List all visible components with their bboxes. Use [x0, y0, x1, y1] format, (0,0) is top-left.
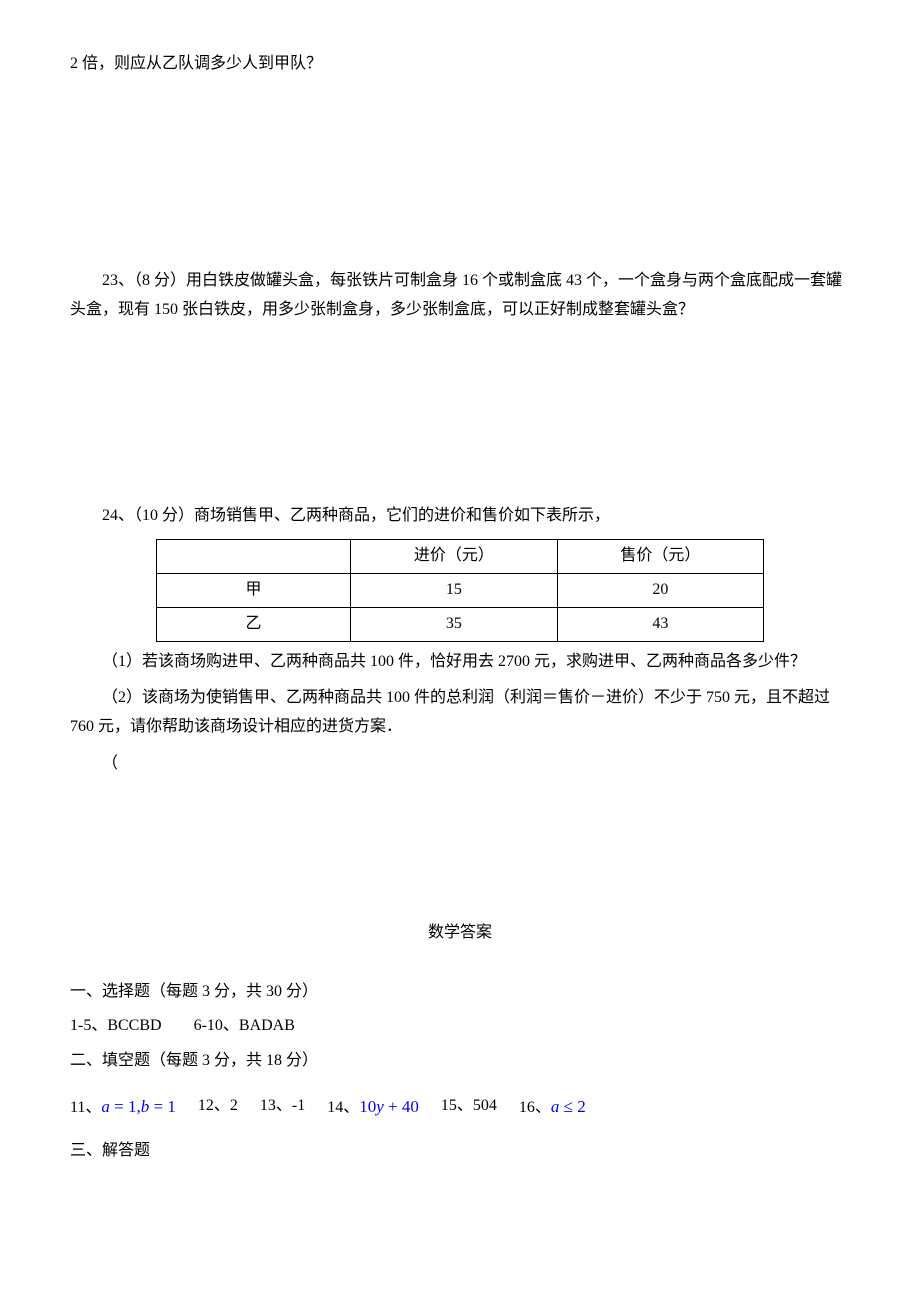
answer-label: 11、: [70, 1099, 101, 1116]
section-1-answers: 1-5、BCCBD 6-10、BADAB: [70, 1012, 850, 1041]
math-expression: 10y + 40: [359, 1097, 419, 1116]
table-cell: 20: [557, 573, 764, 607]
question-24-intro: 24、（10 分）商场销售甲、乙两种商品，它们的进价和售价如下表所示，: [70, 502, 850, 531]
answer-12: 12、2: [198, 1092, 238, 1123]
table-cell: 15: [351, 573, 558, 607]
answer-label: 16、: [519, 1099, 551, 1116]
section-2-answers: 11、a = 1,b = 1 12、2 13、-1 14、10y + 40 15…: [70, 1092, 586, 1123]
table-header-row: 进价（元） 售价（元）: [156, 540, 763, 574]
spacer: [70, 332, 850, 502]
answer-11: 11、a = 1,b = 1: [70, 1092, 176, 1123]
price-table: 进价（元） 售价（元） 甲 15 20 乙 35 43: [156, 539, 764, 641]
section-2-title: 二、填空题（每题 3 分，共 18 分）: [70, 1047, 850, 1076]
continuation-line: 2 倍，则应从乙队调多少人到甲队？: [70, 50, 850, 79]
answer-title: 数学答案: [70, 919, 850, 948]
section-1-title: 一、选择题（每题 3 分，共 30 分）: [70, 978, 850, 1007]
table-row: 甲 15 20: [156, 573, 763, 607]
answer-15: 15、504: [441, 1092, 497, 1123]
table-cell: 43: [557, 607, 764, 641]
answer-14: 14、10y + 40: [327, 1092, 419, 1123]
answer-16: 16、a ≤ 2: [519, 1092, 586, 1123]
table-header-cell: 售价（元）: [557, 540, 764, 574]
section-3-title: 三、解答题: [70, 1137, 850, 1166]
table-cell: 甲: [156, 573, 350, 607]
spacer: [70, 87, 850, 267]
math-expression: a = 1,b = 1: [101, 1097, 175, 1116]
table-row: 乙 35 43: [156, 607, 763, 641]
table-header-cell: 进价（元）: [351, 540, 558, 574]
question-24-part1: （1）若该商场购进甲、乙两种商品共 100 件，恰好用去 2700 元，求购进甲…: [70, 648, 850, 677]
math-expression: a ≤ 2: [551, 1097, 586, 1116]
open-paren-line: （: [70, 750, 850, 779]
table-cell: 35: [351, 607, 558, 641]
table-header-cell: [156, 540, 350, 574]
table-cell: 乙: [156, 607, 350, 641]
question-23: 23、（8 分）用白铁皮做罐头盒，每张铁片可制盒身 16 个或制盒底 43 个，…: [70, 267, 850, 325]
answer-label: 14、: [327, 1099, 359, 1116]
answer-13: 13、-1: [260, 1092, 305, 1123]
question-24-part2: （2）该商场为使销售甲、乙两种商品共 100 件的总利润（利润＝售价－进价）不少…: [70, 684, 850, 742]
